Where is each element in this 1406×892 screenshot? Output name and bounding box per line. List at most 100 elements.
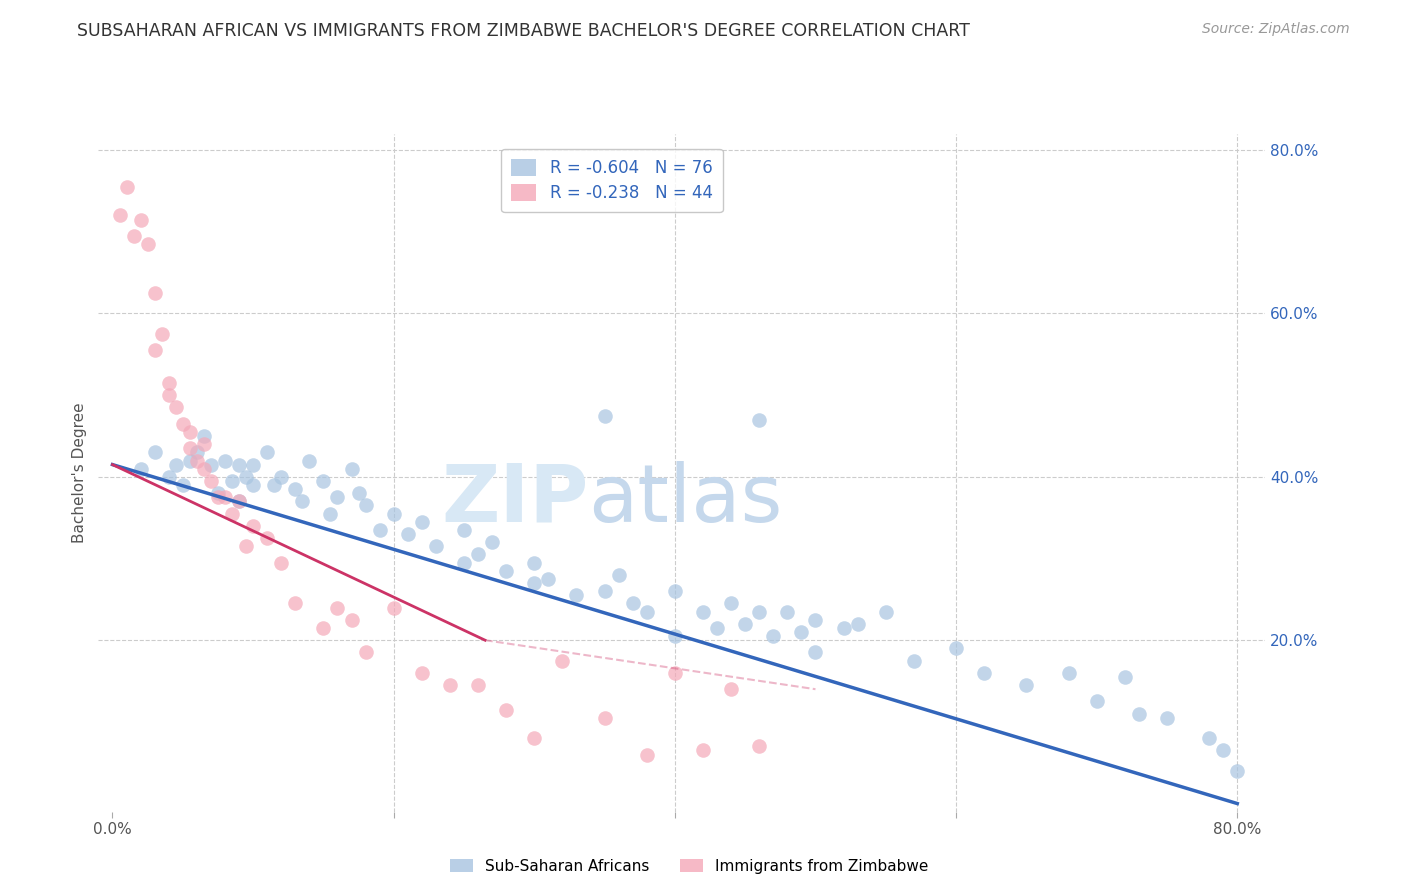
Point — [593, 409, 616, 423]
Point — [523, 556, 546, 570]
Point — [256, 445, 278, 459]
Point — [228, 494, 250, 508]
Point — [720, 682, 742, 697]
Point — [136, 237, 159, 252]
Point — [481, 535, 503, 549]
Point — [157, 470, 180, 484]
Point — [875, 605, 897, 619]
Point — [1015, 678, 1038, 692]
Point — [179, 442, 201, 456]
Text: ZIP: ZIP — [441, 461, 589, 539]
Point — [748, 739, 770, 754]
Point — [221, 474, 243, 488]
Point — [143, 286, 166, 301]
Point — [193, 437, 215, 451]
Point — [270, 470, 292, 484]
Point — [165, 458, 187, 472]
Point — [1057, 665, 1080, 680]
Point — [453, 556, 475, 570]
Point — [312, 621, 335, 635]
Point — [263, 478, 285, 492]
Point — [1198, 731, 1220, 746]
Point — [593, 584, 616, 599]
Point — [1226, 764, 1249, 778]
Point — [1085, 694, 1108, 708]
Point — [1128, 706, 1150, 721]
Point — [664, 584, 686, 599]
Point — [284, 597, 307, 611]
Point — [382, 507, 405, 521]
Legend: Sub-Saharan Africans, Immigrants from Zimbabwe: Sub-Saharan Africans, Immigrants from Zi… — [443, 853, 935, 880]
Point — [692, 743, 714, 757]
Point — [762, 629, 785, 643]
Point — [108, 209, 131, 223]
Point — [607, 567, 630, 582]
Point — [846, 616, 869, 631]
Point — [221, 507, 243, 521]
Point — [115, 180, 138, 194]
Point — [382, 600, 405, 615]
Point — [235, 470, 257, 484]
Point — [200, 458, 222, 472]
Point — [256, 531, 278, 545]
Point — [312, 474, 335, 488]
Point — [523, 576, 546, 591]
Point — [790, 625, 813, 640]
Point — [228, 494, 250, 508]
Point — [214, 490, 236, 504]
Point — [706, 621, 728, 635]
Point — [523, 731, 546, 746]
Point — [214, 453, 236, 467]
Point — [207, 486, 229, 500]
Point — [1156, 711, 1178, 725]
Point — [425, 539, 447, 553]
Point — [593, 711, 616, 725]
Point — [636, 605, 658, 619]
Point — [664, 665, 686, 680]
Point — [396, 527, 419, 541]
Point — [720, 597, 742, 611]
Point — [692, 605, 714, 619]
Point — [172, 478, 194, 492]
Point — [129, 212, 152, 227]
Point — [804, 645, 827, 659]
Y-axis label: Bachelor's Degree: Bachelor's Degree — [72, 402, 87, 543]
Point — [284, 482, 307, 496]
Point — [945, 641, 967, 656]
Point — [804, 613, 827, 627]
Point — [467, 548, 489, 562]
Point — [172, 417, 194, 431]
Point — [200, 474, 222, 488]
Point — [193, 429, 215, 443]
Point — [368, 523, 391, 537]
Point — [326, 490, 349, 504]
Point — [157, 388, 180, 402]
Point — [186, 453, 208, 467]
Point — [143, 343, 166, 358]
Point — [150, 326, 173, 341]
Point — [354, 645, 377, 659]
Point — [235, 539, 257, 553]
Point — [207, 490, 229, 504]
Point — [270, 556, 292, 570]
Text: Source: ZipAtlas.com: Source: ZipAtlas.com — [1202, 22, 1350, 37]
Point — [319, 507, 342, 521]
Point — [165, 401, 187, 415]
Point — [973, 665, 995, 680]
Point — [157, 376, 180, 390]
Point — [143, 445, 166, 459]
Point — [129, 461, 152, 475]
Point — [453, 523, 475, 537]
Point — [242, 458, 264, 472]
Point — [242, 519, 264, 533]
Point — [291, 494, 314, 508]
Point — [411, 515, 433, 529]
Text: SUBSAHARAN AFRICAN VS IMMIGRANTS FROM ZIMBABWE BACHELOR'S DEGREE CORRELATION CHA: SUBSAHARAN AFRICAN VS IMMIGRANTS FROM ZI… — [77, 22, 970, 40]
Point — [734, 616, 756, 631]
Point — [354, 499, 377, 513]
Legend: R = -0.604   N = 76, R = -0.238   N = 44: R = -0.604 N = 76, R = -0.238 N = 44 — [501, 149, 723, 212]
Point — [347, 486, 370, 500]
Point — [1212, 743, 1234, 757]
Point — [537, 572, 560, 586]
Point — [193, 461, 215, 475]
